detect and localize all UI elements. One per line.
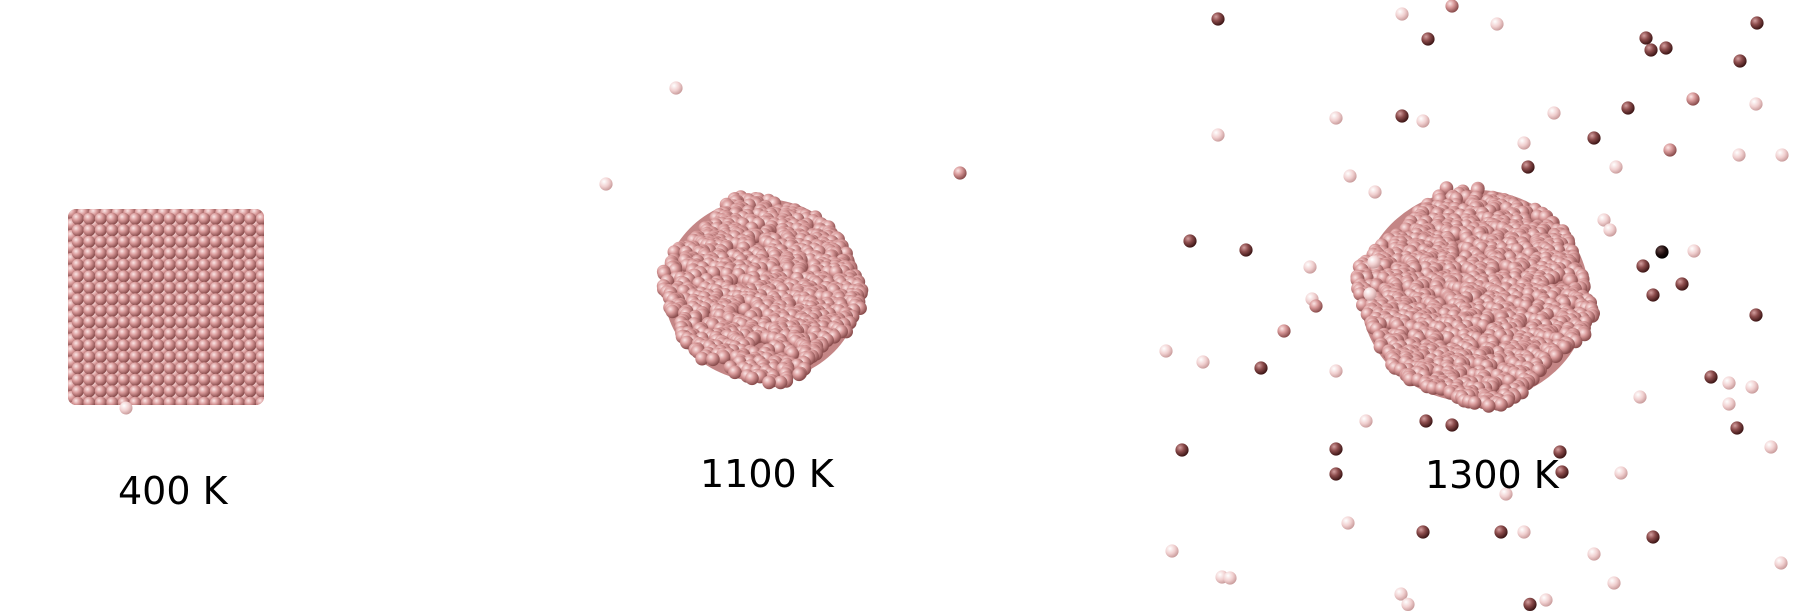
spherical-nanoparticle-1300k <box>1350 181 1600 413</box>
temperature-label-1100k: 1100 K <box>700 452 834 496</box>
temperature-label-400k: 400 K <box>118 469 228 513</box>
evaporated-atoms <box>599 0 1789 611</box>
temperature-label-1300k: 1300 K <box>1425 453 1559 497</box>
spherical-nanoparticle-1100k <box>656 190 869 390</box>
cubic-nanoparticle <box>68 209 264 415</box>
